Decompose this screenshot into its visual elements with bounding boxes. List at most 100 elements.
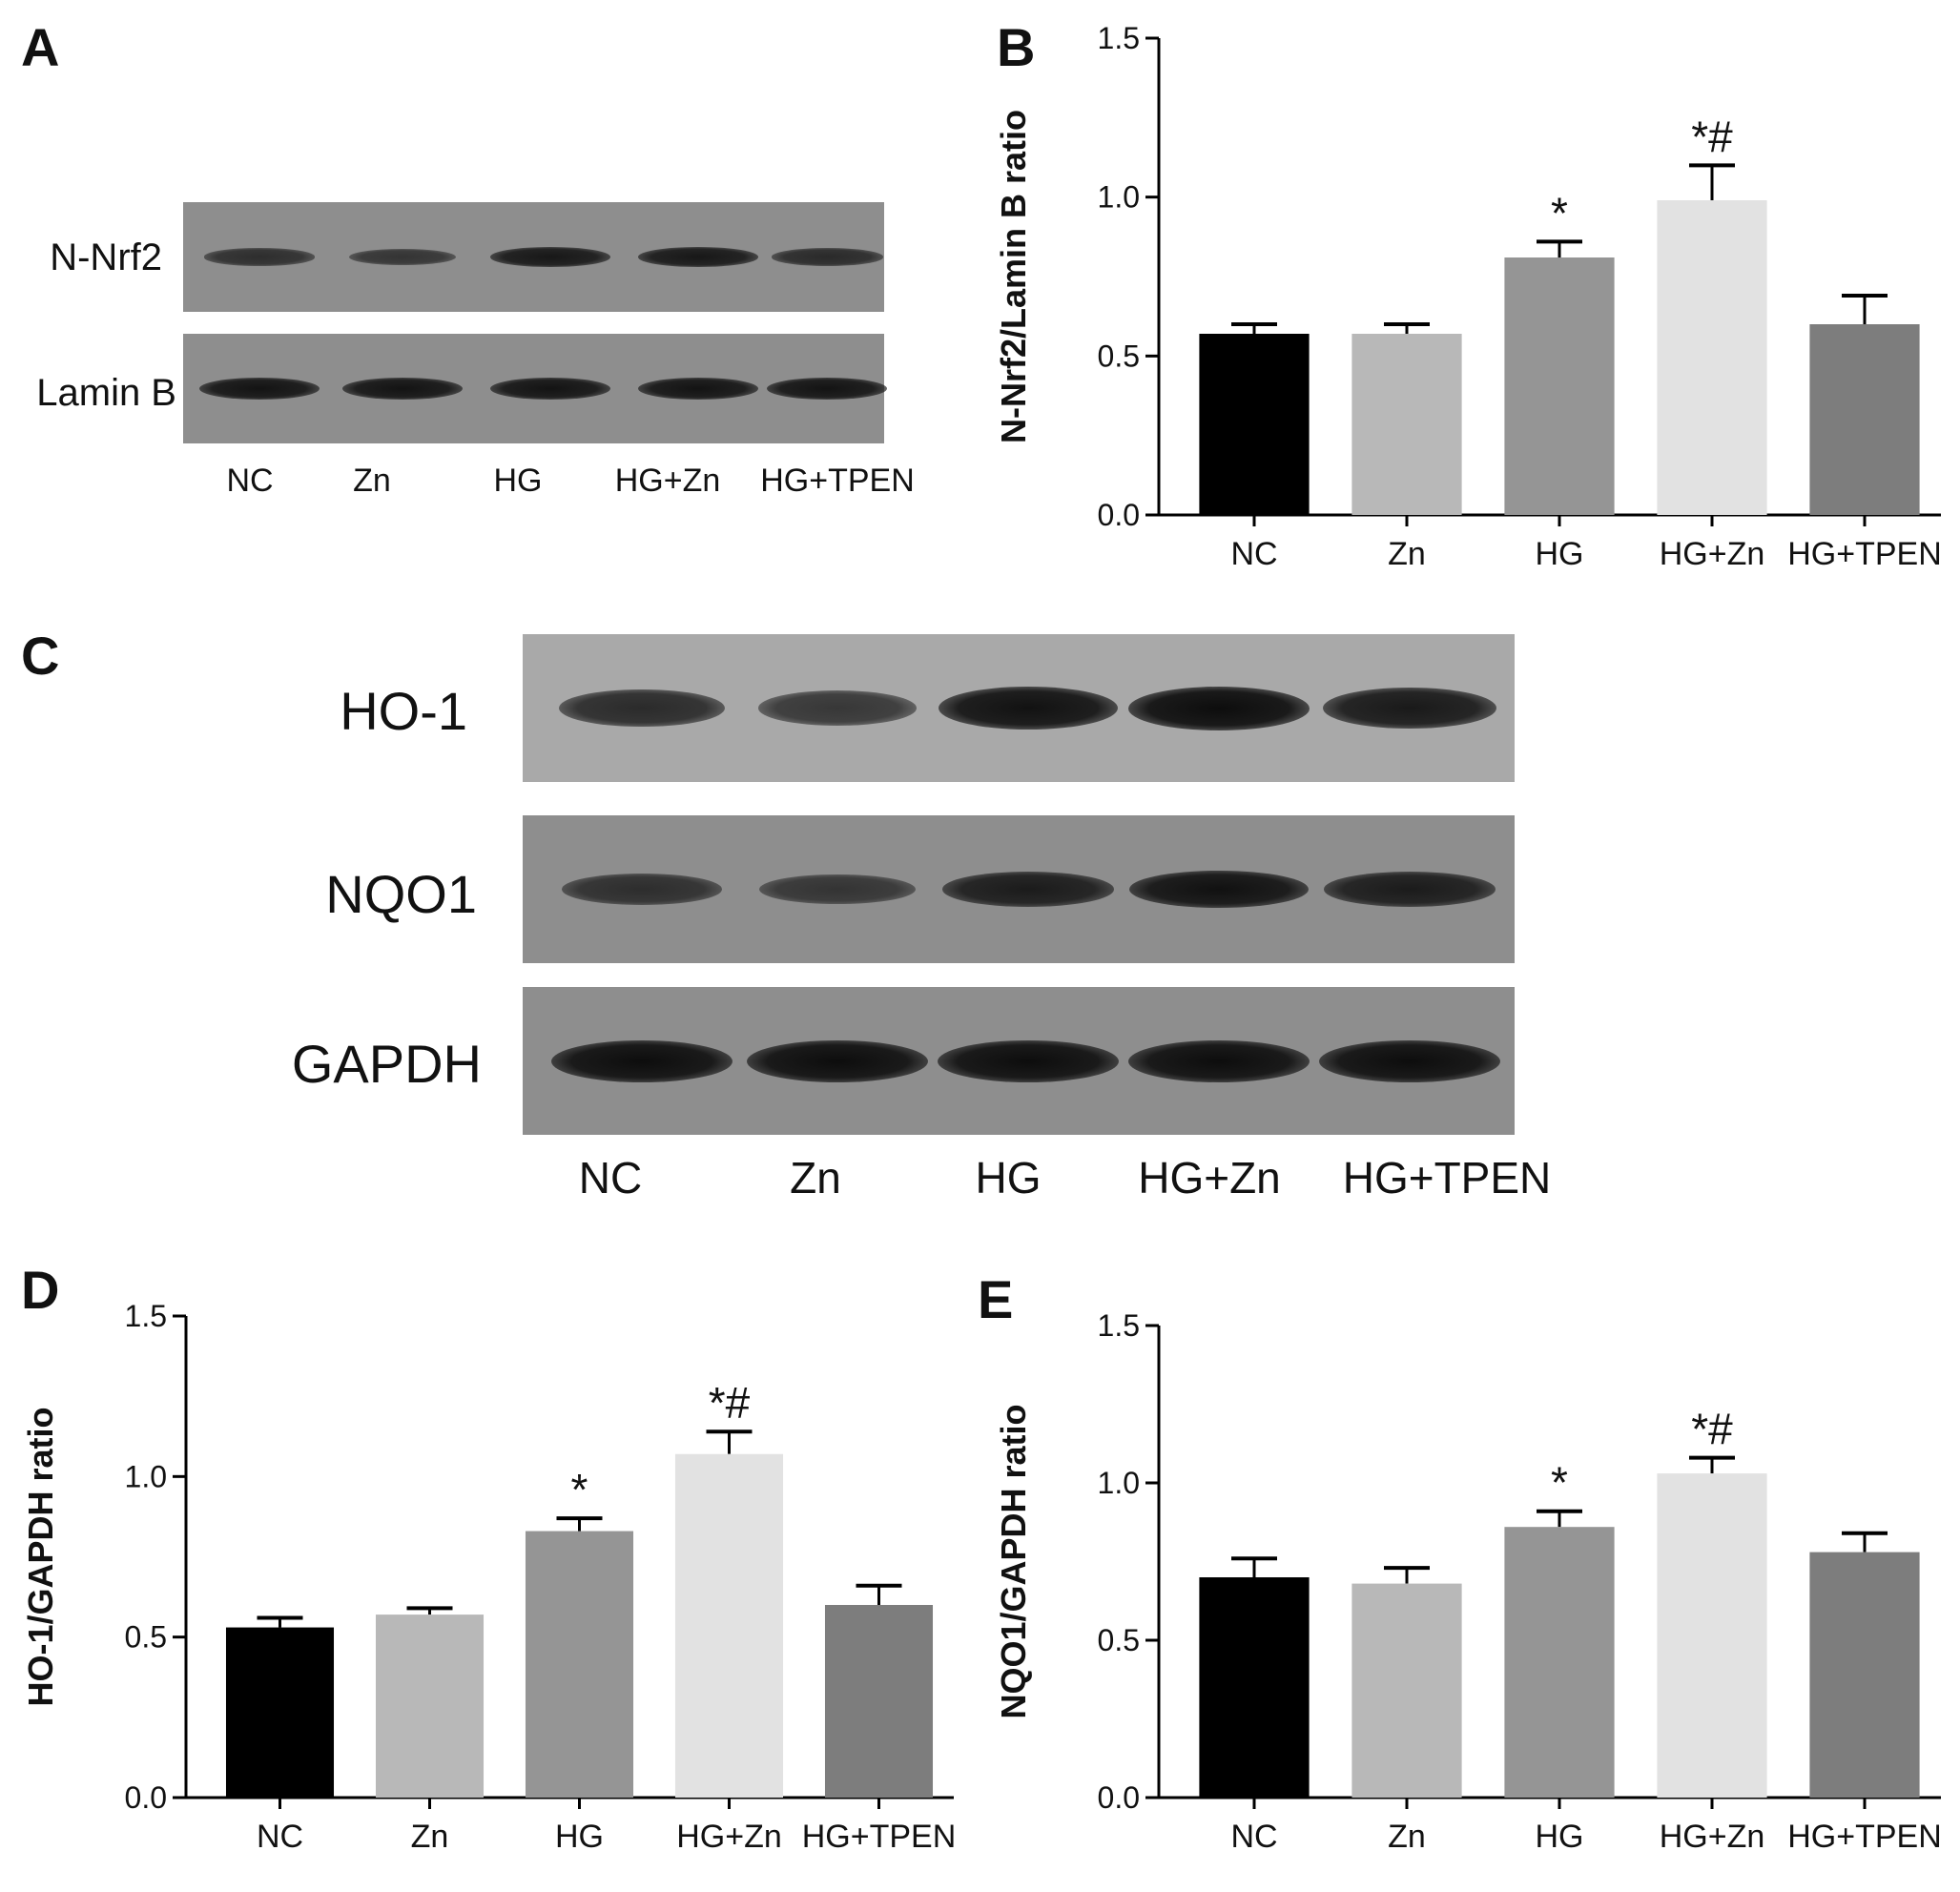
blot-band — [1319, 1039, 1500, 1082]
blot-band — [1322, 687, 1497, 730]
bar-nc — [1199, 1577, 1310, 1798]
x-tick-label: HG — [1536, 1819, 1584, 1855]
bar-chart-d: 0.0 0.5 1.0 1.5 HO-1/GAPDH ratio NC Zn HG * HG+Zn… — [21, 1299, 957, 1855]
blot-band — [489, 377, 611, 400]
bar-zn — [1351, 1583, 1462, 1798]
blot-band — [559, 689, 725, 728]
blot-strip-nqo1 — [523, 815, 1515, 963]
x-tick-label: NC — [1230, 1819, 1277, 1855]
y-tick-label: 1.5 — [1098, 21, 1140, 55]
y-tick-label: 0.0 — [1098, 1780, 1140, 1815]
blot-band — [1128, 686, 1310, 730]
x-tick-label: Zn — [1388, 536, 1426, 572]
bar-zn — [375, 1614, 485, 1798]
lane-label-hg-c: HG — [975, 1153, 1042, 1203]
lane-label-hg-tpen: HG+TPEN — [760, 463, 915, 499]
blot-band — [348, 248, 457, 266]
blot-band — [638, 247, 758, 267]
bar-hg-tpen — [1809, 324, 1920, 515]
blot-strip-lamin-b — [183, 334, 888, 443]
blot-band — [204, 248, 315, 266]
x-tick-label: Zn — [411, 1819, 449, 1855]
y-tick-label: 0.5 — [1098, 1623, 1140, 1657]
significance-marker: *# — [1691, 112, 1733, 161]
blot-band — [341, 377, 464, 400]
bar-chart-e: 0.0 0.5 1.0 1.5 NQO1/GAPDH ratio NC Zn HG * HG+Zn… — [994, 1308, 1942, 1855]
blot-band — [1128, 1039, 1310, 1082]
significance-marker: * — [571, 1465, 588, 1514]
y-tick-label: 1.0 — [1098, 1466, 1140, 1500]
x-tick-label: HG+TPEN — [1787, 536, 1942, 572]
lane-label-hg-zn: HG+Zn — [614, 463, 721, 499]
bar-hg-zn — [1657, 200, 1767, 515]
blot-band — [941, 872, 1115, 907]
blot-band — [490, 247, 610, 267]
lane-label-zn-c: Zn — [790, 1153, 841, 1203]
bar-hg — [1504, 1527, 1615, 1798]
lane-label-hg: HG — [493, 463, 543, 499]
x-tick-label: HG+Zn — [1660, 1819, 1765, 1855]
blot-band — [759, 874, 916, 905]
panel-letter-b: B — [997, 17, 1036, 77]
blot-band — [747, 1039, 928, 1082]
y-tick-label: 1.5 — [125, 1299, 167, 1333]
bar-hg-tpen — [1809, 1552, 1920, 1798]
x-tick-label: HG — [555, 1819, 604, 1855]
y-tick-label: 1.5 — [1098, 1308, 1140, 1343]
panel-letter-e: E — [978, 1269, 1014, 1329]
lane-label-zn: Zn — [353, 463, 391, 499]
panel-letter-c: C — [21, 626, 60, 686]
blot-band — [1129, 870, 1309, 909]
bar-zn — [1351, 334, 1462, 515]
y-tick-label: 0.5 — [125, 1620, 167, 1655]
y-tick-label: 0.5 — [1098, 339, 1140, 373]
blot-band — [198, 377, 320, 400]
y-axis-label: HO-1/GAPDH ratio — [21, 1407, 60, 1706]
y-tick-label: 1.0 — [125, 1459, 167, 1493]
blot-band — [938, 1039, 1119, 1082]
blot-strip-gapdh — [523, 987, 1515, 1135]
bar-nc — [225, 1627, 335, 1798]
blot-strip-n-nrf2 — [183, 202, 884, 312]
bar-hg — [525, 1531, 634, 1798]
blot-band — [637, 377, 759, 400]
panel-letter-d: D — [21, 1260, 60, 1320]
blot-band — [757, 690, 918, 726]
y-tick-label: 1.0 — [1098, 180, 1140, 215]
blot-band — [551, 1039, 732, 1082]
y-tick-label: 0.0 — [125, 1780, 167, 1815]
x-tick-label: HG+Zn — [676, 1819, 782, 1855]
significance-marker: *# — [1691, 1405, 1733, 1454]
blot-band — [766, 377, 888, 400]
lane-label-nc: NC — [226, 463, 274, 499]
blot-band — [561, 874, 723, 905]
blot-label-lamin-b: Lamin B — [36, 372, 176, 414]
blot-band — [1323, 872, 1496, 907]
y-axis-label: N-Nrf2/Lamin B ratio — [994, 110, 1033, 443]
significance-marker: * — [1551, 1458, 1568, 1508]
blot-strip-ho-1 — [523, 634, 1515, 782]
bar-hg-tpen — [824, 1605, 934, 1798]
bar-nc — [1199, 334, 1310, 515]
bar-hg-zn — [674, 1453, 784, 1798]
lane-label-hg-tpen-c: HG+TPEN — [1342, 1153, 1552, 1203]
lane-label-hg-zn-c: HG+Zn — [1138, 1153, 1281, 1203]
x-tick-label: Zn — [1388, 1819, 1426, 1855]
x-tick-label: HG+TPEN — [1787, 1819, 1942, 1855]
bar-hg-zn — [1657, 1473, 1767, 1798]
blot-label-gapdh: GAPDH — [291, 1034, 482, 1094]
blot-band — [771, 248, 883, 266]
significance-marker: * — [1551, 188, 1568, 237]
x-tick-label: HG+Zn — [1660, 536, 1765, 572]
x-tick-label: NC — [257, 1819, 303, 1855]
x-tick-label: HG+TPEN — [802, 1819, 957, 1855]
bar-chart-b: 0.0 0.5 1.0 1.5 N-Nrf2/Lamin B ratio NC Zn HG * H… — [994, 21, 1942, 572]
blot-band — [939, 686, 1118, 730]
blot-label-n-nrf2: N-Nrf2 — [50, 236, 162, 278]
blot-label-nqo1: NQO1 — [325, 864, 477, 924]
y-tick-label: 0.0 — [1098, 498, 1140, 532]
y-axis-label: NQO1/GAPDH ratio — [994, 1404, 1033, 1718]
lane-label-nc-c: NC — [578, 1153, 643, 1203]
bar-hg — [1504, 257, 1615, 515]
blot-label-ho-1: HO-1 — [340, 681, 467, 741]
